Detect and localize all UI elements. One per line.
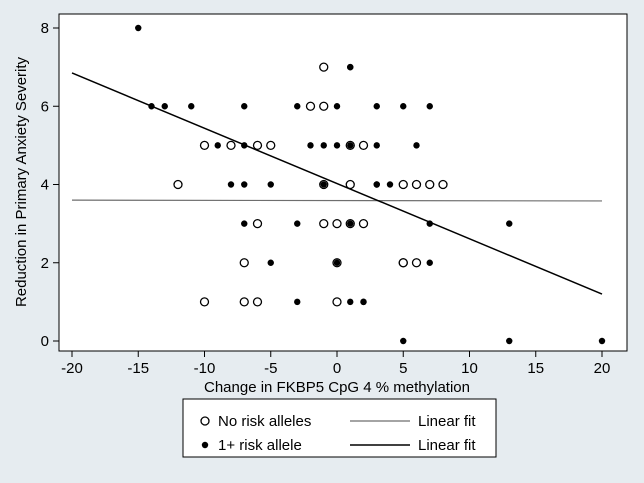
point-risk-allele xyxy=(373,103,380,110)
legend-box xyxy=(182,398,497,458)
data-points xyxy=(135,24,606,345)
point-no-risk-alleles xyxy=(239,297,249,307)
legend-label-linear-fit-2: Linear fit xyxy=(418,437,476,454)
point-no-risk-alleles xyxy=(305,101,316,111)
point-no-risk-alleles xyxy=(319,62,329,72)
y-tick-label: 4 xyxy=(41,177,49,194)
point-risk-allele xyxy=(333,142,341,149)
point-risk-allele xyxy=(135,24,142,32)
point-no-risk-alleles xyxy=(319,218,329,229)
point-risk-allele xyxy=(267,259,274,266)
point-no-risk-alleles xyxy=(398,258,408,268)
point-risk-allele xyxy=(320,142,327,149)
point-risk-allele xyxy=(347,142,354,149)
point-no-risk-alleles xyxy=(252,218,263,229)
point-risk-allele xyxy=(347,63,354,71)
point-no-risk-alleles xyxy=(398,179,408,190)
fit-line-risk-allele xyxy=(71,72,603,295)
point-risk-allele xyxy=(347,220,354,227)
point-risk-allele xyxy=(360,298,367,306)
point-risk-allele xyxy=(241,181,248,188)
y-tick-label: 6 xyxy=(41,98,49,115)
y-tick-label: 2 xyxy=(41,255,49,272)
point-risk-allele xyxy=(333,103,341,110)
point-risk-allele xyxy=(598,337,606,345)
y-tick-label: 8 xyxy=(41,20,49,37)
fit-line-no-risk-alleles xyxy=(71,199,603,202)
point-risk-allele xyxy=(320,181,327,188)
point-no-risk-alleles xyxy=(226,140,236,151)
x-tick-label: 10 xyxy=(461,360,478,377)
point-no-risk-alleles xyxy=(411,179,422,190)
legend: No risk alleles Linear fit 1+ risk allel… xyxy=(182,398,497,458)
legend-label-risk-allele: 1+ risk allele xyxy=(218,437,302,454)
point-risk-allele xyxy=(294,103,301,110)
x-tick-label: 15 xyxy=(527,360,544,377)
legend-marker-filled-circle xyxy=(201,441,209,449)
point-no-risk-alleles xyxy=(332,297,342,307)
x-tick-label: 20 xyxy=(594,360,611,377)
point-risk-allele xyxy=(426,220,433,227)
legend-label-no-risk-alleles: No risk alleles xyxy=(218,413,311,430)
legend-marker-hollow-circle xyxy=(200,416,210,426)
point-risk-allele xyxy=(161,103,168,110)
plot-region xyxy=(58,13,628,352)
axes: -20 -15 -10 -5 0 5 10 15 20 0 2 4 6 8 xyxy=(41,20,611,377)
point-risk-allele xyxy=(307,142,314,149)
point-risk-allele xyxy=(294,298,301,306)
x-tick-label: -20 xyxy=(61,360,83,377)
point-risk-allele xyxy=(241,103,248,110)
point-no-risk-alleles xyxy=(173,179,183,190)
y-tick-label: 0 xyxy=(41,333,49,350)
point-risk-allele xyxy=(400,337,407,345)
point-no-risk-alleles xyxy=(239,258,249,268)
x-tick-label: 0 xyxy=(333,360,341,377)
legend-label-linear-fit-1: Linear fit xyxy=(418,413,476,430)
point-risk-allele xyxy=(373,142,380,149)
point-risk-allele xyxy=(188,103,195,110)
point-no-risk-alleles xyxy=(199,297,210,307)
point-risk-allele xyxy=(386,181,394,188)
point-risk-allele xyxy=(400,103,407,110)
point-risk-allele xyxy=(506,337,513,345)
point-risk-allele xyxy=(373,181,380,188)
legend-entry-no-risk-alleles: No risk alleles Linear fit xyxy=(200,413,476,430)
x-axis-title: Change in FKBP5 CpG 4 % methylation xyxy=(204,379,470,396)
point-no-risk-alleles xyxy=(252,140,263,151)
point-no-risk-alleles xyxy=(199,140,210,151)
point-risk-allele xyxy=(267,181,274,188)
point-risk-allele xyxy=(333,259,341,266)
x-tick-label: -10 xyxy=(194,360,216,377)
point-risk-allele xyxy=(241,220,248,227)
point-no-risk-alleles xyxy=(345,179,355,190)
x-tick-label: -5 xyxy=(264,360,277,377)
x-tick-label: 5 xyxy=(399,360,407,377)
point-risk-allele xyxy=(413,142,420,149)
point-no-risk-alleles xyxy=(425,179,435,190)
point-no-risk-alleles xyxy=(358,140,369,151)
fit-lines xyxy=(71,72,603,295)
y-axis-title: Reduction in Primary Anxiety Severity xyxy=(13,56,30,307)
point-no-risk-alleles xyxy=(266,140,276,151)
point-risk-allele xyxy=(347,298,354,306)
point-risk-allele xyxy=(294,220,301,227)
point-no-risk-alleles xyxy=(319,101,329,111)
point-no-risk-alleles xyxy=(252,297,263,307)
x-tick-label: -15 xyxy=(127,360,149,377)
point-risk-allele xyxy=(227,181,235,188)
point-no-risk-alleles xyxy=(332,218,342,229)
point-no-risk-alleles xyxy=(358,218,369,229)
point-risk-allele xyxy=(241,142,248,149)
point-no-risk-alleles xyxy=(411,258,422,268)
point-risk-allele xyxy=(426,103,433,110)
point-risk-allele xyxy=(426,259,433,266)
point-risk-allele xyxy=(506,220,513,227)
point-risk-allele xyxy=(148,103,155,110)
point-no-risk-alleles xyxy=(438,179,448,190)
legend-entry-risk-allele: 1+ risk allele Linear fit xyxy=(201,437,476,454)
point-risk-allele xyxy=(214,142,221,149)
